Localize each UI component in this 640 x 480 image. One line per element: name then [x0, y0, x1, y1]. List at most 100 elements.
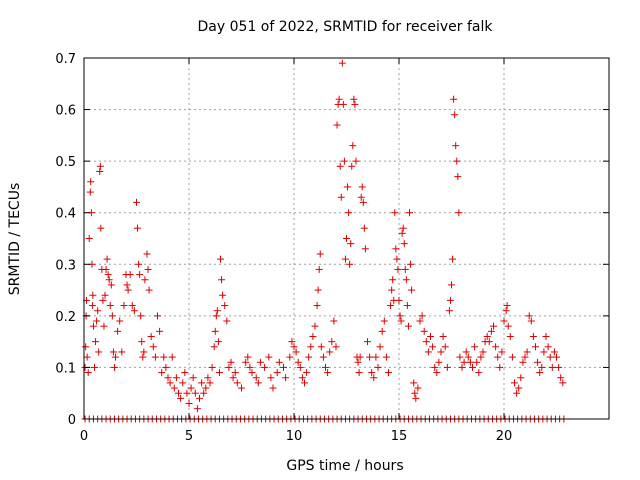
data-point: [333, 121, 341, 129]
data-point: [82, 343, 90, 351]
data-point: [140, 348, 148, 356]
x-axis-label: GPS time / hours: [286, 458, 403, 474]
data-point: [254, 379, 262, 387]
data-point: [307, 343, 315, 351]
data-point: [479, 348, 487, 356]
data-point: [450, 95, 458, 103]
y-tick-label: 0.1: [55, 361, 76, 376]
data-point: [185, 400, 193, 408]
data-point: [502, 307, 510, 315]
data-point: [511, 379, 518, 387]
data-point: [92, 338, 100, 346]
data-point: [221, 302, 229, 310]
data-point: [96, 167, 104, 175]
data-point: [116, 317, 124, 325]
data-point: [402, 276, 410, 284]
data-point: [553, 353, 560, 361]
data-point: [473, 358, 481, 366]
data-point: [557, 374, 565, 382]
data-point: [123, 281, 131, 289]
y-tick-label: 0.4: [55, 207, 76, 222]
data-point: [414, 384, 422, 392]
data-point: [233, 379, 241, 387]
data-point: [445, 307, 453, 315]
data-point: [385, 369, 392, 377]
data-point: [540, 348, 548, 356]
data-point: [91, 363, 98, 371]
data-point: [352, 157, 360, 165]
y-tick-label: 0.5: [55, 155, 76, 170]
data-point: [273, 369, 281, 377]
data-point: [85, 235, 93, 242]
data-point: [322, 363, 329, 371]
data-point: [223, 317, 231, 325]
grid: [84, 58, 609, 419]
data-point: [309, 332, 317, 340]
data-point: [406, 209, 413, 217]
data-point: [500, 317, 508, 325]
data-point: [345, 209, 353, 217]
data-point: [439, 332, 447, 340]
data-point: [392, 245, 400, 253]
data-point: [508, 353, 516, 361]
data-point: [301, 379, 308, 387]
data-point: [328, 338, 336, 346]
data-point: [536, 369, 544, 377]
data-point: [134, 224, 142, 232]
data-point: [183, 389, 191, 397]
data-point: [370, 374, 378, 382]
data-point: [351, 100, 359, 108]
data-point: [431, 363, 439, 371]
data-point: [534, 358, 542, 366]
chart-title: Day 051 of 2022, SRMTID for receiver fal…: [198, 19, 494, 35]
data-point: [294, 358, 302, 366]
data-point: [506, 332, 514, 340]
data-point: [443, 363, 451, 371]
data-point: [458, 363, 466, 371]
data-point: [418, 312, 426, 320]
data-point: [378, 327, 386, 335]
data-point: [298, 374, 306, 382]
data-point: [446, 296, 454, 304]
data-point: [168, 353, 176, 361]
data-point: [292, 348, 300, 356]
data-point: [496, 363, 504, 371]
data-point: [204, 374, 212, 382]
data-point: [87, 178, 95, 186]
data-point: [231, 369, 239, 377]
data-point: [515, 384, 523, 392]
data-point: [269, 384, 277, 392]
data-point: [267, 374, 275, 382]
data-point: [214, 338, 222, 346]
data-point: [513, 389, 521, 397]
data-point: [316, 250, 324, 258]
data-point: [275, 358, 283, 366]
data-point: [145, 286, 153, 294]
data-point: [175, 389, 182, 397]
data-point: [344, 183, 352, 191]
data-point: [529, 332, 537, 340]
data-point: [193, 405, 201, 413]
data-point: [420, 327, 428, 335]
data-point: [151, 353, 159, 361]
data-point: [110, 363, 118, 371]
data-point: [248, 369, 256, 377]
data-point: [219, 291, 227, 299]
data-point: [105, 276, 113, 284]
data-point: [455, 209, 463, 217]
data-point: [326, 348, 334, 356]
data-point: [330, 317, 338, 325]
data-point: [238, 384, 245, 392]
x-tick-label: 15: [391, 429, 408, 444]
data-point: [280, 363, 287, 371]
data-point: [252, 374, 260, 382]
data-point: [437, 348, 445, 356]
x-tick-label: 20: [496, 429, 513, 444]
data-point: [372, 353, 380, 361]
data-point: [311, 322, 319, 330]
data-point: [456, 353, 464, 361]
data-point: [189, 374, 197, 382]
data-point: [86, 188, 94, 196]
data-point: [149, 343, 157, 351]
